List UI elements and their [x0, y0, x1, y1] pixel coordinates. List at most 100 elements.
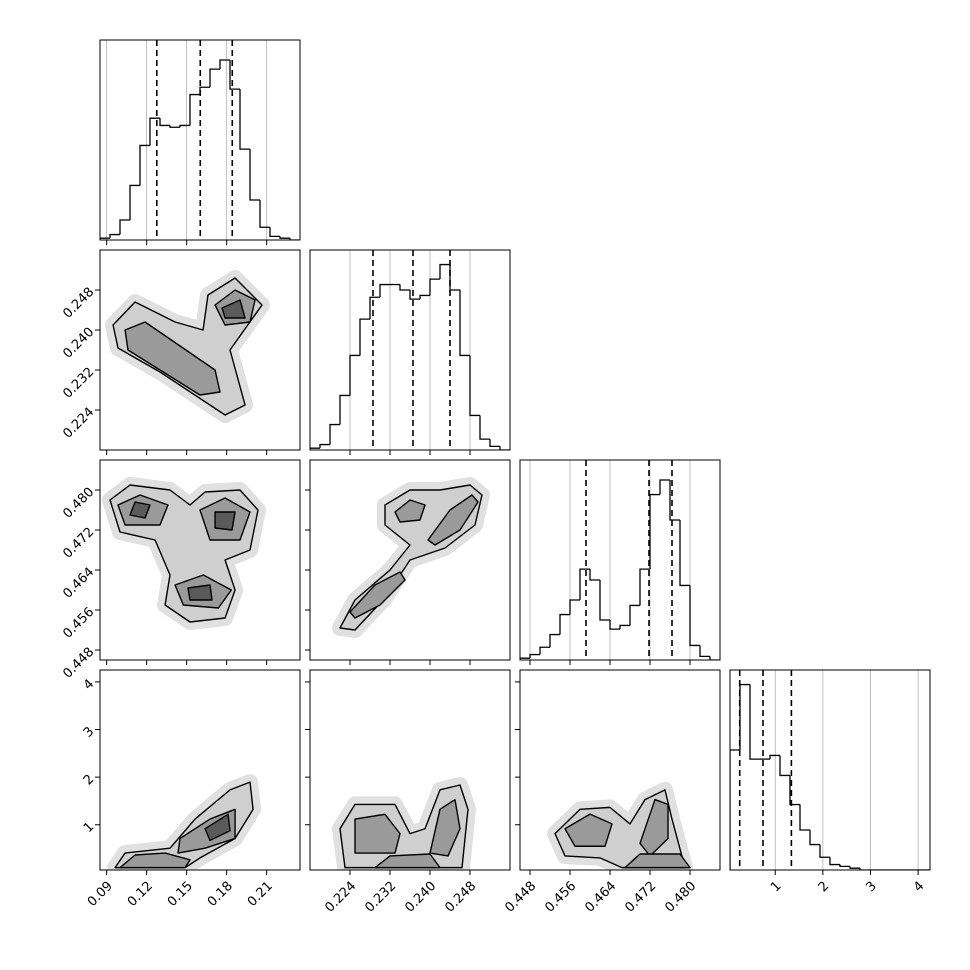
contour [119, 852, 191, 869]
y-tick-label: 0.448 [60, 645, 97, 682]
contour [564, 813, 613, 847]
histogram-bin [129, 184, 140, 220]
panel [310, 250, 510, 450]
panel-frame [309, 669, 511, 871]
histogram-bin [310, 447, 320, 450]
panel [520, 460, 720, 660]
histogram-bin [829, 857, 840, 866]
y-tick-label: 2 [81, 772, 97, 788]
histogram-bin [319, 443, 330, 449]
histogram-bin [599, 580, 610, 621]
x-tick-label: 0.232 [362, 879, 399, 916]
x-tick-label: 0.09 [85, 879, 116, 910]
contour [427, 494, 479, 546]
histogram-bin [649, 493, 660, 570]
histogram-bin [439, 263, 450, 280]
histogram-bin [659, 479, 670, 495]
contour [374, 853, 441, 869]
histogram-bin [429, 278, 440, 296]
histogram-bin [209, 68, 220, 88]
y-tick-label: 0.232 [60, 365, 97, 402]
histogram-bin [199, 86, 210, 95]
histogram-bin [499, 446, 510, 450]
histogram-bin [769, 754, 780, 760]
histogram-bin [799, 804, 810, 831]
histogram-bin [669, 480, 680, 521]
y-tick-label: 3 [81, 724, 97, 740]
x-tick-label: 0.240 [402, 879, 439, 916]
contour [124, 321, 221, 396]
histogram-bin [409, 290, 420, 300]
contour [394, 499, 426, 523]
histogram-bin [479, 415, 490, 440]
histogram-bin [539, 646, 550, 655]
histogram-bin [639, 568, 650, 606]
histogram-bin [359, 318, 370, 356]
histogram-bin [809, 830, 820, 846]
x-tick-label: 0.15 [165, 879, 196, 910]
histogram-bin [699, 645, 710, 658]
histogram-bin [119, 219, 130, 235]
histogram-bin [169, 125, 180, 128]
y-tick-label: 4 [81, 677, 97, 693]
x-tick-label: 0.224 [322, 879, 359, 916]
panel-frame [99, 249, 301, 451]
x-tick-label: 0.456 [542, 879, 579, 916]
y-tick-label: 0.464 [60, 565, 97, 602]
histogram-bin [709, 656, 720, 660]
x-tick-label: 0.248 [442, 879, 479, 916]
x-tick-label: 1 [768, 879, 784, 895]
histogram-bin [159, 118, 170, 127]
contour [624, 853, 691, 869]
panel [332, 477, 490, 638]
contour [114, 781, 254, 869]
histogram-bin [689, 585, 700, 647]
histogram-bin [579, 568, 590, 600]
histogram-bin [849, 866, 860, 869]
histogram-bin [149, 117, 160, 146]
panel-frame [729, 669, 931, 871]
panel [102, 477, 266, 630]
histogram-bin [749, 684, 760, 760]
panel [105, 270, 270, 423]
x-tick-label: 3 [863, 879, 879, 895]
panel-frame [99, 39, 301, 241]
histogram-bin [549, 633, 560, 648]
histogram-bin [520, 657, 530, 660]
panel-frame [519, 669, 721, 871]
histogram-bin [489, 439, 500, 448]
histogram-bin [369, 296, 380, 320]
histogram-bin [529, 653, 540, 659]
histogram-bin [189, 93, 200, 126]
contour [129, 501, 151, 519]
panel-frame [519, 459, 721, 661]
x-tick-label: 0.472 [622, 879, 659, 916]
x-tick-label: 0.18 [205, 879, 236, 910]
y-tick-label: 0.248 [60, 285, 97, 322]
contour [221, 299, 246, 319]
histogram-bin [619, 624, 630, 630]
histogram-bin [779, 755, 790, 777]
x-tick-label: 0.480 [662, 879, 699, 916]
panel-frame [309, 459, 511, 661]
histogram-bin [289, 238, 300, 240]
histogram-bin [739, 683, 750, 750]
x-tick-label: 0.464 [582, 879, 619, 916]
y-tick-label: 0.224 [60, 405, 97, 442]
histogram-bin [399, 284, 410, 291]
histogram-bin [219, 59, 230, 70]
histogram-bin [279, 236, 290, 239]
histogram-bin [179, 124, 190, 128]
histogram-bin [609, 620, 620, 630]
panel-frame [99, 459, 301, 661]
x-tick-label: 2 [816, 879, 832, 895]
histogram-bin [629, 604, 640, 626]
panel [332, 777, 476, 870]
histogram-bin [239, 89, 250, 150]
histogram-bin [569, 599, 580, 615]
histogram-bin [859, 868, 870, 870]
histogram-bin [339, 394, 350, 425]
histogram-bin [349, 354, 360, 396]
contour [204, 813, 231, 842]
histogram-bin [379, 283, 390, 298]
